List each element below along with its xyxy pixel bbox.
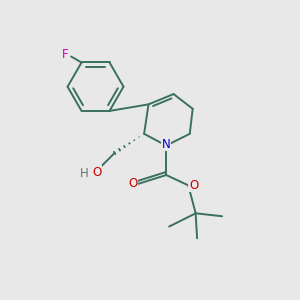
Bar xyxy=(93,169,101,175)
Text: O: O xyxy=(92,166,102,178)
Text: H: H xyxy=(80,167,89,180)
Text: O: O xyxy=(189,179,198,192)
Bar xyxy=(162,141,170,147)
Bar xyxy=(77,170,87,177)
Bar xyxy=(189,182,198,189)
Text: O: O xyxy=(128,177,137,190)
Text: N: N xyxy=(162,138,171,151)
Bar xyxy=(128,181,137,187)
Text: F: F xyxy=(62,48,69,61)
